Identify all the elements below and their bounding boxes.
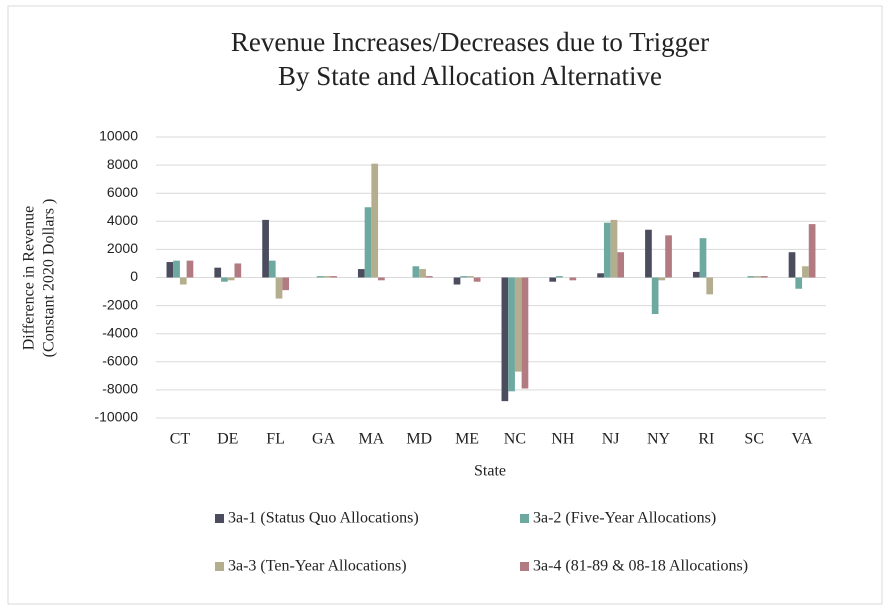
chart-title: By State and Allocation Alternative — [278, 61, 662, 91]
x-axis-label: State — [474, 463, 506, 480]
bar — [371, 163, 379, 278]
bar — [268, 260, 276, 278]
bar — [808, 224, 816, 278]
bar — [473, 277, 481, 282]
bar — [453, 277, 461, 285]
bar — [364, 207, 372, 278]
bar — [179, 277, 187, 285]
x-tick-label: NH — [551, 431, 575, 448]
x-tick-label: SC — [744, 431, 764, 448]
bar — [521, 277, 529, 389]
x-tick-label: RI — [698, 431, 714, 448]
bar — [658, 277, 666, 281]
bar — [330, 276, 337, 278]
x-tick-label: NJ — [602, 431, 620, 448]
y-tick-label: 4000 — [107, 212, 138, 228]
bar — [316, 276, 324, 278]
bar — [665, 235, 672, 278]
x-tick-label: DE — [217, 431, 238, 448]
bar — [706, 277, 714, 295]
y-tick-label: 2000 — [107, 240, 138, 256]
bar — [549, 277, 557, 282]
legend-marker — [215, 514, 224, 523]
y-tick-label: 6000 — [107, 184, 138, 200]
x-tick-label: ME — [455, 431, 479, 448]
bar — [323, 276, 331, 278]
bar — [501, 277, 509, 402]
bar — [282, 277, 290, 291]
x-tick-label: MA — [358, 431, 384, 448]
bar — [275, 277, 283, 299]
bar — [760, 276, 768, 278]
bar — [514, 277, 522, 372]
bar — [357, 269, 365, 278]
bar — [186, 260, 194, 278]
y-tick-label: 8000 — [107, 156, 138, 172]
chart-title: Revenue Increases/Decreases due to Trigg… — [231, 27, 709, 57]
y-tick-label: -8000 — [102, 381, 138, 397]
y-tick-label: -6000 — [102, 353, 138, 369]
bar — [645, 229, 652, 278]
chart-frame — [7, 5, 883, 605]
x-tick-label: CT — [170, 431, 191, 448]
bar — [378, 277, 385, 281]
bar — [425, 276, 433, 278]
bar — [692, 271, 700, 278]
bar — [262, 219, 269, 278]
bar — [597, 273, 604, 278]
bar — [556, 276, 563, 278]
y-tick-label: -10000 — [94, 409, 138, 425]
legend-marker — [520, 514, 529, 523]
legend-marker — [215, 562, 224, 571]
bar — [467, 276, 474, 278]
legend-label: 3a-4 (81-89 & 08-18 Allocations) — [533, 558, 748, 575]
bar — [221, 277, 228, 282]
bar — [754, 276, 761, 278]
x-tick-label: NY — [647, 431, 671, 448]
bar — [460, 276, 468, 278]
y-axis-label: Difference in Revenue — [21, 206, 38, 351]
y-tick-label: -2000 — [102, 296, 138, 312]
legend-label: 3a-1 (Status Quo Allocations) — [228, 510, 419, 527]
bar — [651, 277, 659, 315]
bar — [412, 266, 420, 278]
bar — [610, 219, 618, 278]
bar — [603, 222, 611, 278]
bar — [419, 269, 426, 278]
x-tick-label: NC — [504, 431, 526, 448]
bar — [699, 238, 707, 278]
y-axis-label: (Constant 2020 Dollars ) — [41, 199, 58, 358]
x-tick-label: VA — [792, 431, 813, 448]
y-tick-label: 10000 — [99, 128, 138, 144]
bar — [173, 260, 180, 278]
x-tick-label: FL — [266, 431, 285, 448]
bar — [747, 276, 755, 278]
bar — [234, 263, 242, 278]
y-tick-label: 0 — [130, 268, 138, 284]
y-tick-label: -4000 — [102, 324, 138, 340]
x-tick-label: MD — [406, 431, 432, 448]
bar — [788, 252, 796, 278]
bar — [214, 267, 222, 278]
bar — [617, 252, 625, 278]
bar — [227, 277, 235, 281]
x-tick-label: GA — [312, 431, 336, 448]
legend-marker — [520, 562, 529, 571]
bar — [569, 277, 577, 281]
bar — [508, 277, 515, 392]
legend-label: 3a-2 (Five-Year Allocations) — [533, 510, 716, 527]
bar — [795, 277, 803, 289]
legend-label: 3a-3 (Ten-Year Allocations) — [228, 558, 407, 575]
bar — [166, 262, 174, 278]
bar — [802, 266, 809, 278]
